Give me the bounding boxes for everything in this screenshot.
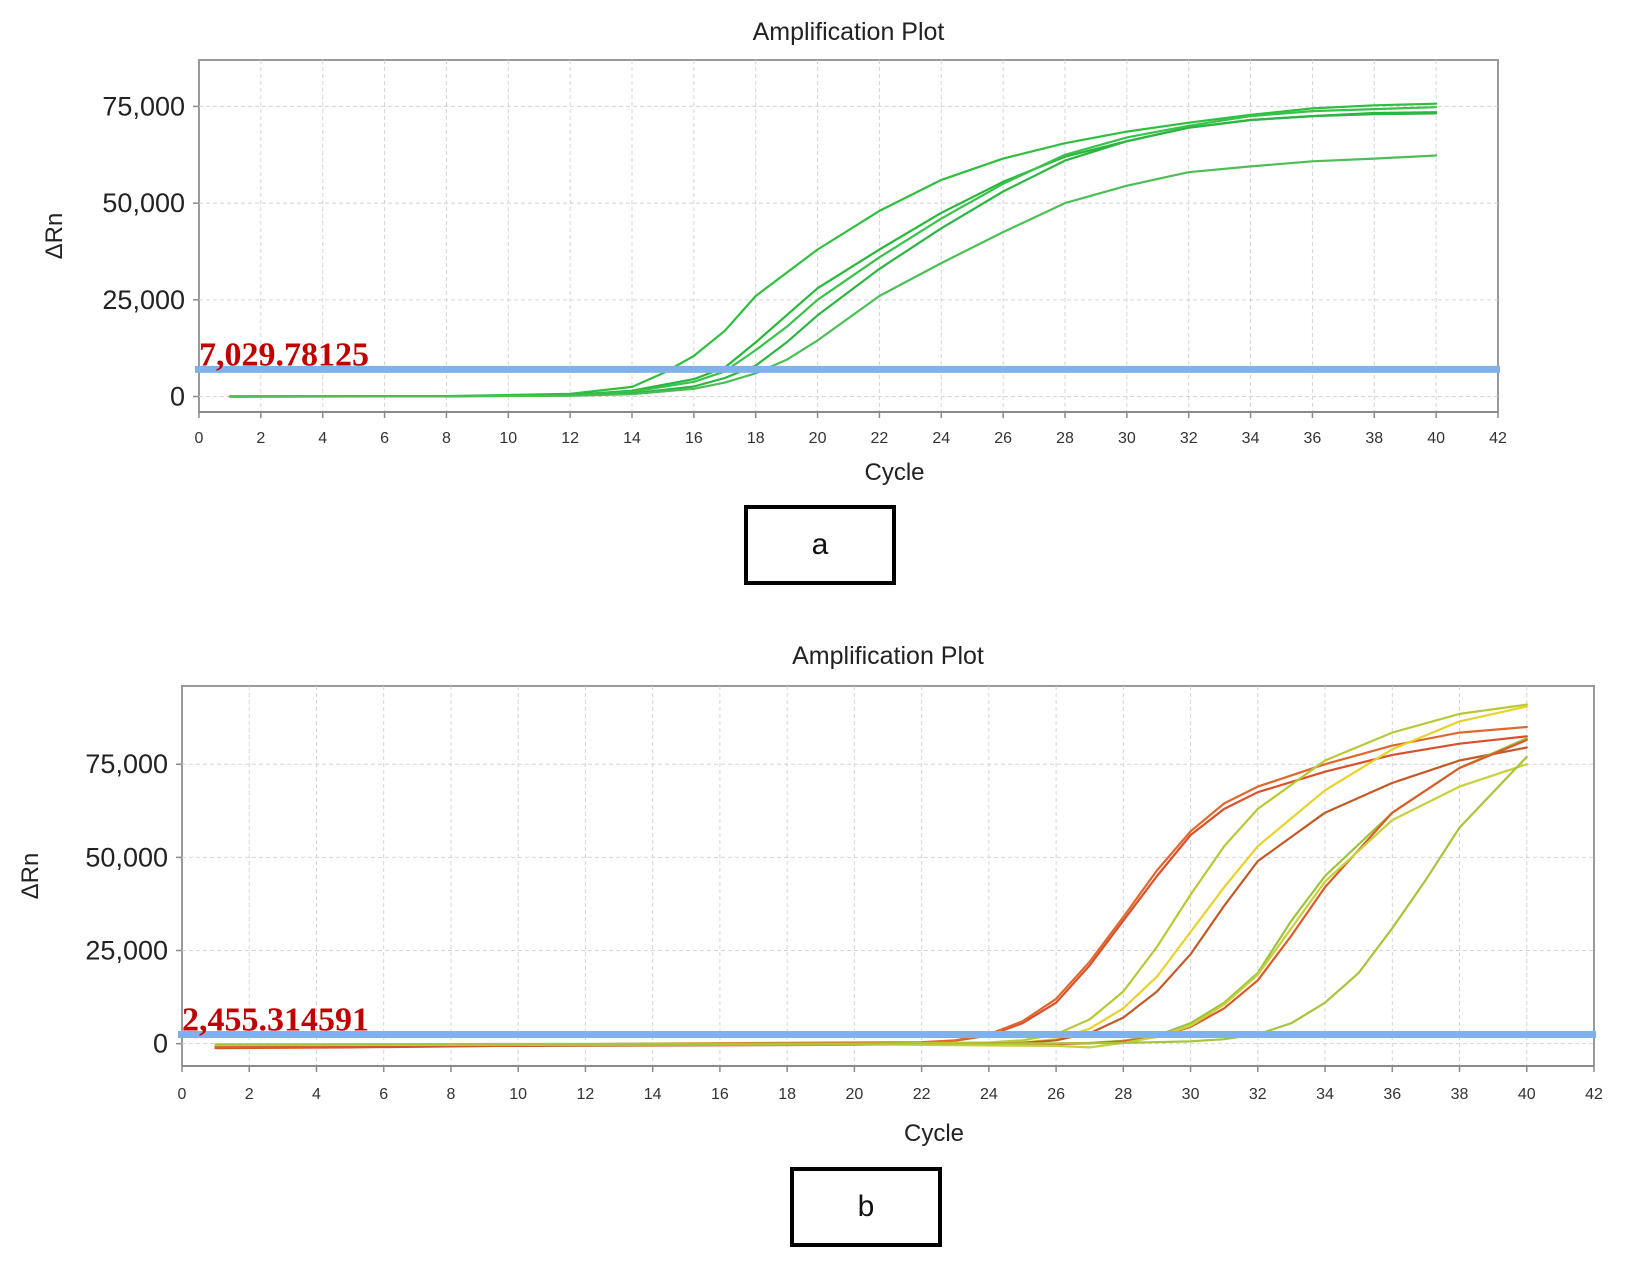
threshold-label: 2,455.314591: [182, 1001, 369, 1038]
x-axis-label: Cycle: [864, 459, 924, 486]
x-tick-label: 40: [1518, 1086, 1536, 1103]
amplification-curve-3: [228, 106, 1438, 398]
panel-label-b: b: [790, 1167, 942, 1247]
y-tick-label: 50,000: [85, 842, 168, 872]
x-tick-label: 28: [1056, 430, 1074, 447]
x-tick-label: 26: [994, 430, 1012, 447]
plot-area: [181, 685, 1595, 1067]
chart-title: Amplification Plot: [753, 18, 945, 46]
x-tick-label: 20: [809, 430, 827, 447]
y-axis-label: ΔRn: [41, 213, 68, 260]
x-tick-label: 8: [446, 1086, 455, 1103]
x-tick-label: 36: [1304, 430, 1322, 447]
x-tick-label: 14: [623, 430, 641, 447]
x-tick-label: 34: [1316, 1086, 1334, 1103]
x-tick-label: 10: [499, 430, 517, 447]
x-tick-label: 6: [379, 1086, 388, 1103]
x-tick-label: 8: [442, 430, 451, 447]
x-tick-label: 42: [1585, 1086, 1603, 1103]
x-tick-label: 14: [644, 1086, 662, 1103]
x-tick-label: 26: [1047, 1086, 1065, 1103]
x-tick-label: 30: [1182, 1086, 1200, 1103]
x-tick-label: 18: [747, 430, 765, 447]
x-tick-label: 0: [178, 1086, 187, 1103]
x-tick-label: 38: [1365, 430, 1383, 447]
y-tick-label: 0: [153, 1029, 168, 1059]
x-tick-label: 32: [1249, 1086, 1267, 1103]
x-tick-label: 16: [711, 1086, 729, 1103]
x-tick-label: 4: [312, 1086, 321, 1103]
y-axis-label: ΔRn: [17, 853, 44, 900]
y-tick-label: 50,000: [102, 188, 185, 218]
x-tick-label: 40: [1427, 430, 1445, 447]
x-tick-label: 18: [778, 1086, 796, 1103]
y-tick-label: 25,000: [102, 285, 185, 315]
amplification-curve-5: [228, 154, 1438, 398]
y-tick-label: 75,000: [85, 749, 168, 779]
x-tick-label: 38: [1451, 1086, 1469, 1103]
x-tick-label: 12: [577, 1086, 595, 1103]
x-tick-label: 30: [1118, 430, 1136, 447]
x-tick-label: 24: [932, 430, 950, 447]
y-tick-label: 25,000: [85, 936, 168, 966]
x-tick-label: 2: [256, 430, 265, 447]
y-tick-label: 0: [170, 382, 185, 412]
x-tick-label: 34: [1242, 430, 1260, 447]
amplification-curve-8: [214, 763, 1528, 1049]
x-tick-label: 22: [871, 430, 889, 447]
x-tick-label: 24: [980, 1086, 998, 1103]
x-tick-label: 4: [318, 430, 327, 447]
x-tick-label: 36: [1383, 1086, 1401, 1103]
x-tick-label: 16: [685, 430, 703, 447]
x-tick-label: 28: [1114, 1086, 1132, 1103]
threshold-label: 7,029.78125: [199, 336, 369, 373]
y-tick-label: 75,000: [102, 91, 185, 121]
x-tick-label: 42: [1489, 430, 1507, 447]
amplification-curve-1: [228, 102, 1438, 398]
x-tick-label: 12: [561, 430, 579, 447]
panel-label-a: a: [744, 505, 896, 585]
x-tick-label: 32: [1180, 430, 1198, 447]
x-tick-label: 10: [509, 1086, 527, 1103]
x-tick-label: 6: [380, 430, 389, 447]
x-tick-label: 20: [845, 1086, 863, 1103]
x-tick-label: 0: [195, 430, 204, 447]
x-tick-label: 22: [913, 1086, 931, 1103]
x-axis-label: Cycle: [904, 1120, 964, 1147]
chart-title: Amplification Plot: [792, 642, 984, 670]
x-tick-label: 2: [245, 1086, 254, 1103]
